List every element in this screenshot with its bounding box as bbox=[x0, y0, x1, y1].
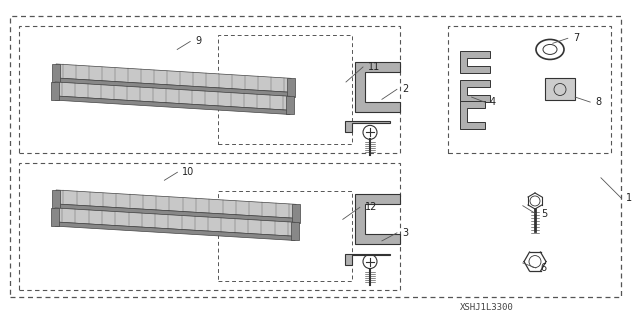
Polygon shape bbox=[292, 204, 300, 223]
Polygon shape bbox=[56, 190, 296, 218]
Bar bbox=[545, 78, 575, 100]
Polygon shape bbox=[460, 101, 485, 129]
Polygon shape bbox=[287, 78, 295, 97]
Polygon shape bbox=[345, 254, 390, 265]
Bar bbox=[19, 163, 400, 290]
Bar bbox=[218, 35, 352, 144]
Polygon shape bbox=[55, 222, 295, 241]
Polygon shape bbox=[56, 64, 291, 92]
Polygon shape bbox=[460, 80, 490, 102]
Text: 4: 4 bbox=[490, 97, 496, 107]
Bar bbox=[218, 191, 352, 281]
Polygon shape bbox=[355, 62, 400, 112]
Text: 3: 3 bbox=[402, 228, 408, 238]
Text: 10: 10 bbox=[182, 167, 195, 177]
Text: 9: 9 bbox=[195, 36, 202, 47]
Polygon shape bbox=[345, 121, 390, 132]
Text: 6: 6 bbox=[541, 263, 547, 273]
Polygon shape bbox=[52, 64, 60, 82]
Text: 7: 7 bbox=[573, 33, 579, 43]
Polygon shape bbox=[52, 190, 60, 208]
Polygon shape bbox=[55, 96, 290, 115]
Polygon shape bbox=[355, 194, 400, 244]
Polygon shape bbox=[51, 208, 59, 226]
Text: 11: 11 bbox=[368, 62, 380, 72]
Bar bbox=[10, 16, 621, 297]
Polygon shape bbox=[56, 204, 296, 223]
Text: 5: 5 bbox=[541, 209, 547, 219]
Polygon shape bbox=[55, 82, 290, 110]
Polygon shape bbox=[286, 96, 294, 115]
Text: XSHJ1L3300: XSHJ1L3300 bbox=[460, 303, 513, 312]
Polygon shape bbox=[291, 222, 299, 241]
Polygon shape bbox=[56, 78, 291, 97]
Polygon shape bbox=[460, 51, 490, 73]
Text: 8: 8 bbox=[595, 97, 602, 107]
Text: 2: 2 bbox=[402, 84, 408, 94]
Bar bbox=[19, 26, 400, 153]
Text: 12: 12 bbox=[365, 202, 377, 212]
Bar bbox=[448, 26, 611, 153]
Polygon shape bbox=[51, 82, 59, 100]
Text: 1: 1 bbox=[626, 193, 632, 203]
Polygon shape bbox=[55, 208, 295, 236]
